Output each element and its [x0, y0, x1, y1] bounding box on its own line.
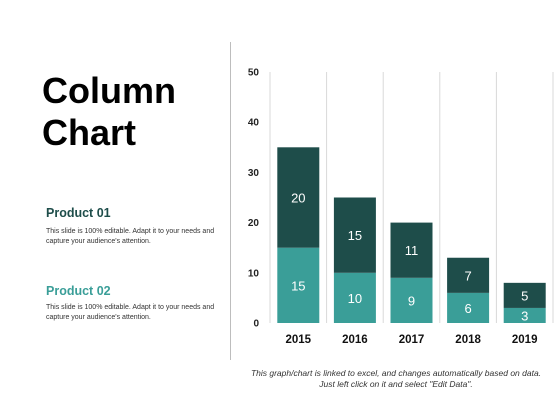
data-label: 11	[405, 243, 419, 258]
y-tick-label: 30	[248, 168, 260, 179]
bar-segment-series-2	[390, 222, 433, 278]
data-label: 5	[521, 288, 528, 303]
y-tick-label: 0	[253, 319, 259, 330]
slide-title-line-1: Column	[42, 70, 176, 111]
vertical-divider	[230, 42, 231, 360]
slide-title: Column Chart	[42, 70, 222, 154]
y-tick-label: 20	[248, 218, 260, 229]
x-tick-label: 2015	[286, 334, 312, 346]
data-label: 15	[348, 228, 362, 243]
y-tick-label: 40	[248, 118, 260, 129]
bar-segment-series-2	[333, 197, 376, 273]
bar-segment-series-2	[503, 282, 546, 308]
product-02-heading: Product 02	[46, 284, 111, 298]
y-tick-label: 50	[248, 68, 260, 79]
bar-segment-series-2	[277, 147, 320, 248]
data-label: 9	[408, 293, 415, 308]
x-tick-label: 2016	[342, 334, 368, 346]
data-label: 10	[348, 291, 362, 306]
x-tick-label: 2018	[455, 334, 481, 346]
data-label: 3	[521, 308, 528, 323]
bar-segment-series-1	[277, 247, 320, 323]
slide-title-line-2: Chart	[42, 112, 137, 153]
bar-segment-series-1	[390, 277, 433, 323]
data-label: 6	[464, 301, 471, 316]
bar-segment-series-1	[447, 292, 490, 323]
bar-segment-series-1	[503, 307, 546, 323]
data-label: 20	[291, 191, 305, 206]
x-tick-label: 2019	[512, 334, 538, 346]
x-tick-label: 2017	[399, 334, 425, 346]
data-label: 15	[291, 278, 305, 293]
product-02-description: This slide is 100% editable. Adapt it to…	[46, 304, 215, 321]
y-tick-label: 10	[248, 268, 260, 279]
bar-segment-series-2	[447, 257, 490, 293]
product-01-heading: Product 01	[46, 206, 111, 220]
data-label: 7	[464, 268, 471, 283]
bar-segment-series-1	[333, 272, 376, 323]
chart-footnote: This graph/chart is linked to excel, and…	[250, 368, 542, 389]
product-01-description: This slide is 100% editable. Adapt it to…	[46, 228, 215, 245]
